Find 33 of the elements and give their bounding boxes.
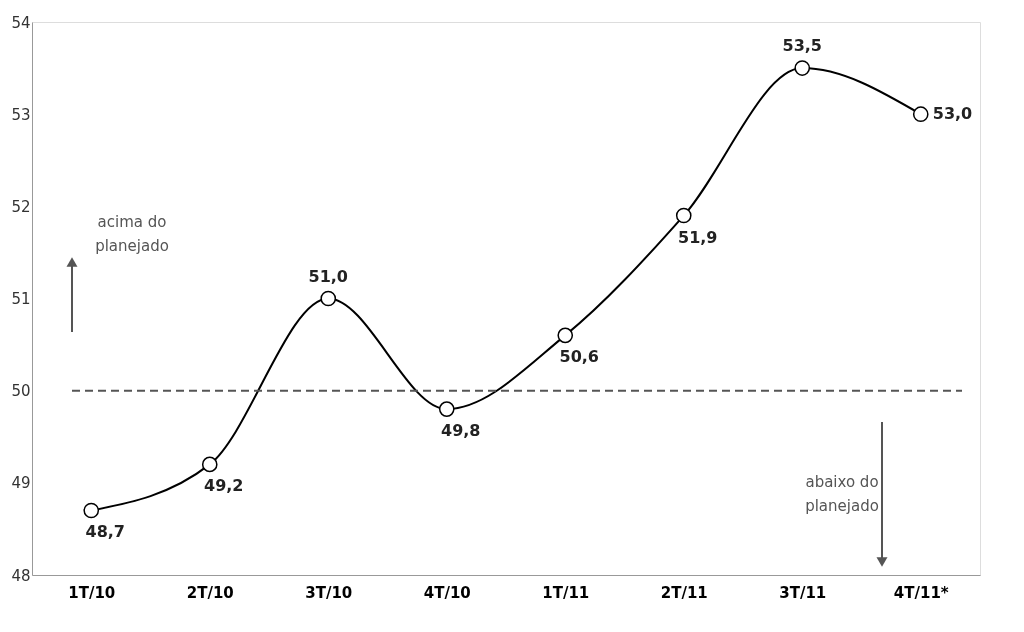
- x-tick-label: 2T/11: [660, 583, 708, 602]
- y-tick-label: 50: [11, 382, 31, 401]
- y-tick-label: 54: [11, 13, 31, 32]
- data-label: 53,0: [932, 104, 973, 124]
- x-tick-label: 4T/11*: [893, 583, 949, 602]
- x-tick-label: 4T/10: [423, 583, 471, 602]
- x-tick-label: 3T/10: [305, 583, 353, 602]
- y-tick-label: 52: [11, 197, 31, 216]
- point: [675, 207, 692, 224]
- y-tick-label: 53: [11, 105, 31, 124]
- y-tick-label: 48: [11, 566, 31, 585]
- data-label: 50,6: [559, 347, 599, 367]
- point: [201, 456, 218, 473]
- point: [557, 327, 574, 344]
- data-label: 48,7: [85, 522, 125, 542]
- annotation: abaixo do planejado: [805, 473, 879, 515]
- x-tick-label: 1T/11: [542, 583, 590, 602]
- point: [912, 106, 929, 122]
- data-label: 53,5: [782, 36, 822, 56]
- data-label: 51,9: [678, 227, 718, 247]
- data-label: 51,0: [308, 266, 348, 286]
- y-tick-label: 49: [11, 474, 31, 493]
- data-label: 49,2: [204, 476, 244, 496]
- point: [438, 401, 455, 417]
- annotation: acima do planejado: [95, 213, 169, 255]
- point: [320, 290, 337, 307]
- data-label: 49,8: [441, 421, 481, 441]
- y-tick-label: 51: [11, 290, 31, 308]
- x-tick-label: 3T/11: [779, 583, 827, 602]
- point: [83, 502, 100, 519]
- x-tick-label: 2T/10: [186, 583, 234, 602]
- point: [794, 60, 811, 76]
- x-tick-label: 1T/10: [68, 583, 116, 602]
